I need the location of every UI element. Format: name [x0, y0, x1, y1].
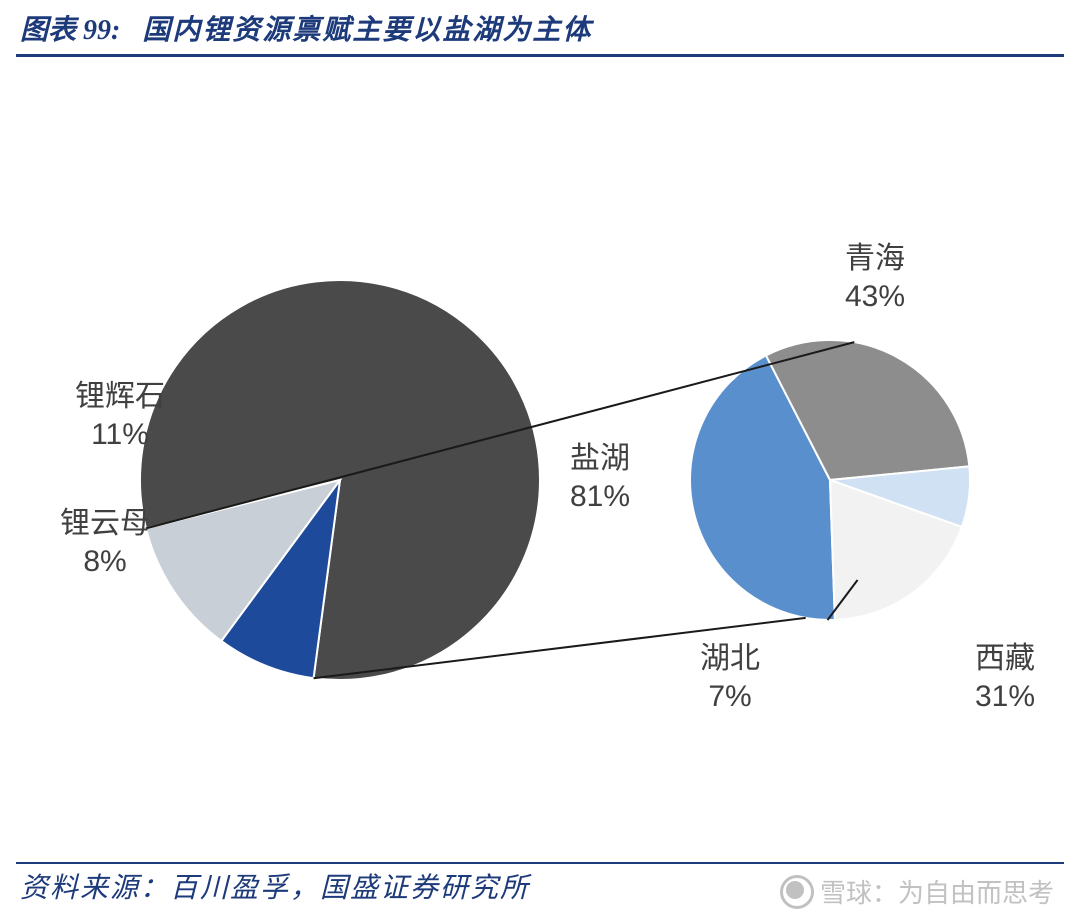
bottom-rule — [16, 862, 1064, 864]
slice-name: 盐湖 — [570, 440, 630, 478]
chart-title-text: 国内锂资源禀赋主要以盐湖为主体 — [142, 15, 592, 46]
source-line: 资料来源：百川盈孚，国盛证券研究所 — [20, 866, 530, 906]
chart-number: 图表 99: — [20, 15, 120, 46]
slice-pct: 11% — [75, 416, 165, 454]
slice-name: 西藏 — [975, 640, 1035, 678]
slice-name: 湖北 — [700, 640, 760, 678]
top-rule — [16, 54, 1064, 57]
slice-label-盐湖: 盐湖81% — [570, 440, 630, 515]
slice-pct: 81% — [570, 478, 630, 516]
slice-name: 锂辉石 — [75, 378, 165, 416]
chart-title: 图表 99: 国内锂资源禀赋主要以盐湖为主体 — [20, 8, 592, 48]
slice-pct: 7% — [700, 678, 760, 716]
xueqiu-icon — [780, 875, 814, 909]
slice-label-青海: 青海43% — [845, 240, 905, 315]
slice-label-西藏: 西藏31% — [975, 640, 1035, 715]
watermark: 雪球：为自由而思考 — [780, 873, 1054, 910]
watermark-text: 雪球：为自由而思考 — [820, 873, 1054, 910]
slice-label-锂云母: 锂云母8% — [60, 505, 150, 580]
slice-name: 锂云母 — [60, 505, 150, 543]
slice-label-锂辉石: 锂辉石11% — [75, 378, 165, 453]
slice-pct: 31% — [975, 678, 1035, 716]
slice-name: 青海 — [845, 240, 905, 278]
pie-of-pie-chart — [0, 60, 1080, 860]
slice-pct: 8% — [60, 543, 150, 581]
slice-pct: 43% — [845, 278, 905, 316]
slice-label-湖北: 湖北7% — [700, 640, 760, 715]
